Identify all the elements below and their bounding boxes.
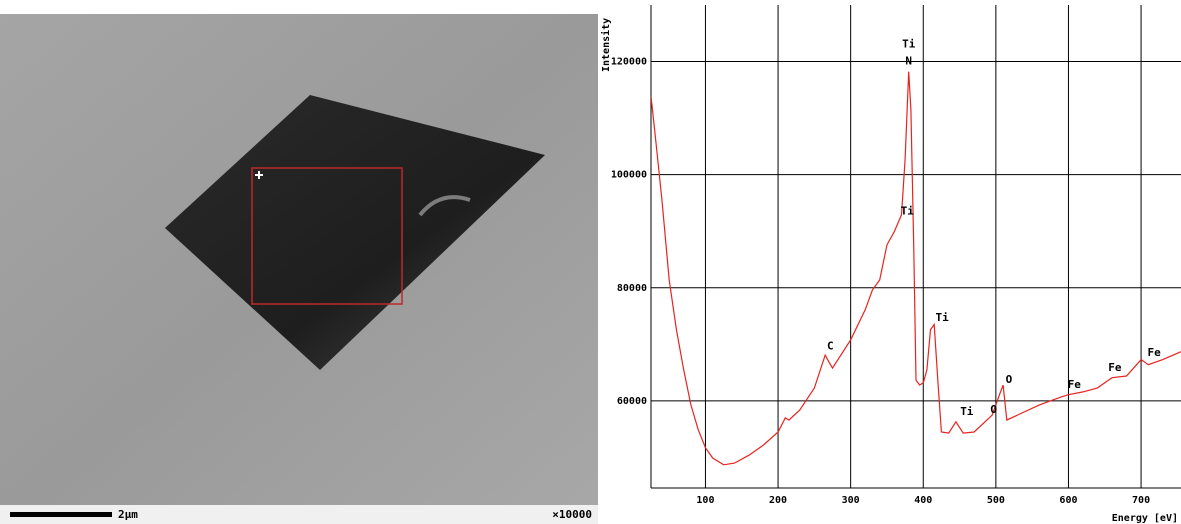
x-tick-label: 200 xyxy=(769,495,787,506)
peak-label: O xyxy=(1006,373,1013,386)
y-tick-label: 80000 xyxy=(617,283,647,294)
x-tick-label: 600 xyxy=(1059,495,1077,506)
peak-label: Fe xyxy=(1068,378,1082,391)
scale-bar xyxy=(10,512,112,517)
x-tick-label: 700 xyxy=(1132,495,1150,506)
x-axis-title: Energy [eV] xyxy=(1112,513,1178,524)
peak-label: Ti xyxy=(901,204,915,217)
peak-label: Fe xyxy=(1108,361,1122,374)
magnification: ×10000 xyxy=(552,508,592,521)
sem-image: 2µm ×10000 xyxy=(0,14,598,524)
peak-label: Ti xyxy=(936,311,950,324)
peak-label: N xyxy=(905,55,912,68)
x-tick-label: 500 xyxy=(987,495,1005,506)
page: 2µm ×10000 smo7 Intensity Energy [eV] 60… xyxy=(0,0,1181,524)
y-tick-label: 100000 xyxy=(611,170,647,181)
x-tick-label: 300 xyxy=(842,495,860,506)
peak-label: C xyxy=(827,340,834,353)
x-tick-label: 400 xyxy=(914,495,932,506)
x-tick-label: 100 xyxy=(696,495,714,506)
peak-label: Fe xyxy=(1148,346,1162,359)
plot-area xyxy=(651,5,1181,488)
y-tick-label: 60000 xyxy=(617,396,647,407)
peak-label: Ti xyxy=(902,38,916,51)
peak-label: Ti xyxy=(960,405,974,418)
y-tick-label: 120000 xyxy=(611,57,647,68)
peak-label: O xyxy=(990,403,997,416)
scale-label: 2µm xyxy=(118,508,138,521)
